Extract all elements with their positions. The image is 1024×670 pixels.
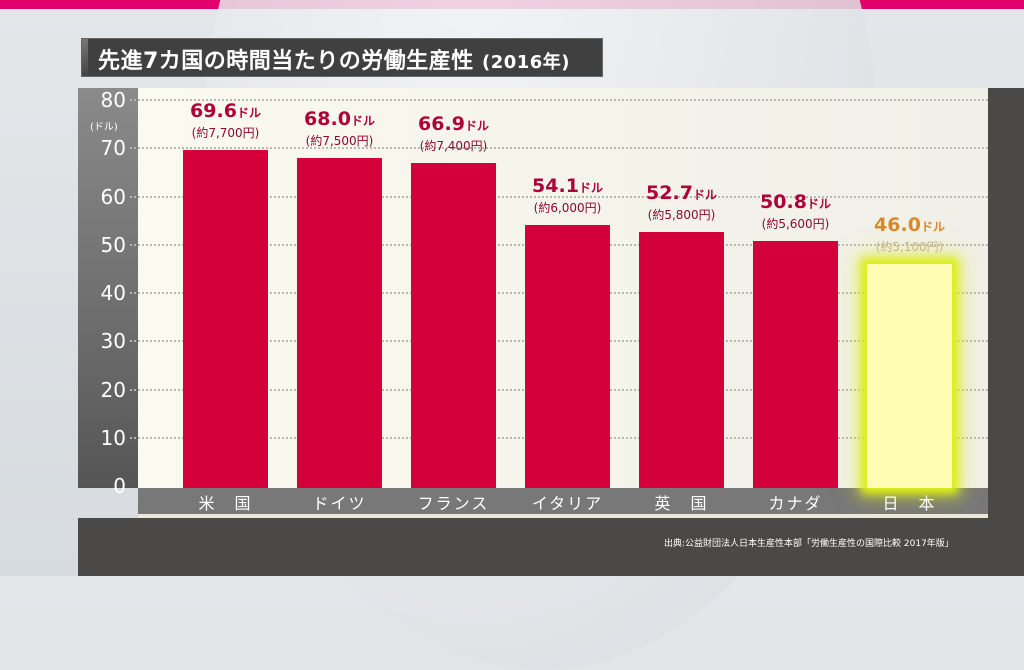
gridline — [130, 195, 988, 198]
chart-title-main: 先進7カ国の時間当たりの労働生産性 — [98, 49, 474, 74]
y-tick-label: 40 — [100, 281, 126, 305]
right-shadow-panel — [988, 88, 1024, 518]
chart-title-box: 先進7カ国の時間当たりの労働生産性 (2016年) — [82, 39, 602, 76]
yen-label: (約5,800円) — [647, 207, 716, 222]
y-axis-panel — [78, 88, 138, 488]
value-label: 54.1ドル — [532, 174, 603, 197]
y-tick-label: 20 — [100, 377, 126, 402]
category-label: 米 国 — [198, 494, 253, 513]
y-tick-label: 70 — [100, 136, 126, 161]
bar — [753, 240, 838, 488]
value-label: 69.6ドル — [190, 100, 261, 123]
yen-label: (約7,500円) — [305, 133, 374, 148]
y-tick-label: 50 — [100, 232, 126, 257]
bar — [183, 150, 268, 488]
source-note: 出典:公益財団法人日本生産性本部「労働生産性の国際比較 2017年版」 — [664, 539, 954, 549]
y-tick-label: 10 — [100, 425, 126, 450]
yen-label: (約7,700円) — [191, 126, 260, 141]
category-label: 日 本 — [882, 494, 937, 513]
category-label: 英 国 — [654, 494, 709, 513]
gridline — [130, 99, 988, 101]
y-axis-unit: (ドル) — [90, 122, 118, 133]
title-stripe — [82, 39, 88, 76]
value-label: 52.7ドル — [646, 181, 717, 204]
bar — [525, 224, 610, 488]
yen-label: (約5,100円) — [875, 240, 944, 255]
category-label: フランス — [417, 494, 490, 513]
bar — [411, 163, 496, 488]
value-label: 50.8ドル — [760, 190, 831, 213]
bottom-shadow-panel — [78, 518, 1024, 576]
y-tick-label: 60 — [100, 184, 126, 209]
category-underline — [138, 514, 988, 518]
bar — [297, 157, 382, 488]
bar — [867, 264, 952, 488]
yen-label: (約7,400円) — [419, 139, 488, 154]
yen-label: (約5,600円) — [761, 216, 830, 231]
value-label: 46.0ドル — [874, 214, 945, 237]
category-label: ドイツ — [312, 494, 367, 513]
category-band — [138, 488, 988, 514]
gridline — [130, 147, 988, 150]
value-label: 68.0ドル — [304, 107, 375, 130]
category-label: イタリア — [531, 494, 604, 513]
chart-title-year: (2016年) — [481, 52, 571, 73]
y-tick-label: 80 — [100, 88, 126, 112]
category-label: カナダ — [768, 494, 823, 513]
value-label: 66.9ドル — [418, 113, 489, 136]
bar — [639, 231, 724, 488]
yen-label: (約6,000円) — [533, 200, 602, 215]
y-tick-label: 30 — [100, 329, 126, 354]
chart-title: 先進7カ国の時間当たりの労働生産性 (2016年) — [98, 43, 570, 75]
y-tick-label: 0 — [113, 474, 126, 498]
